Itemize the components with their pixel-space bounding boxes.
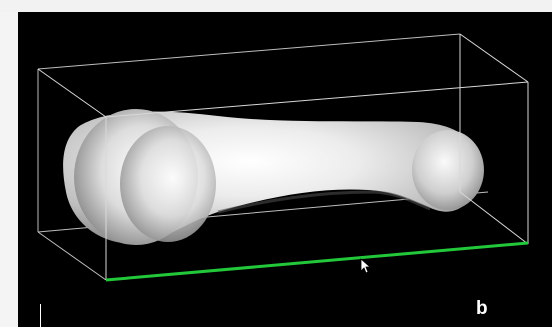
top-border [0, 0, 552, 12]
left-tick-mark [40, 304, 41, 327]
x-axis-line [105, 241, 529, 282]
mouse-pointer-icon [360, 258, 372, 274]
bounding-box-front [37, 33, 529, 280]
left-border [0, 12, 18, 327]
panel-label: b [476, 298, 488, 319]
bone-model [63, 109, 484, 245]
3d-viewport[interactable]: b [18, 12, 552, 327]
scene-svg [37, 33, 529, 282]
